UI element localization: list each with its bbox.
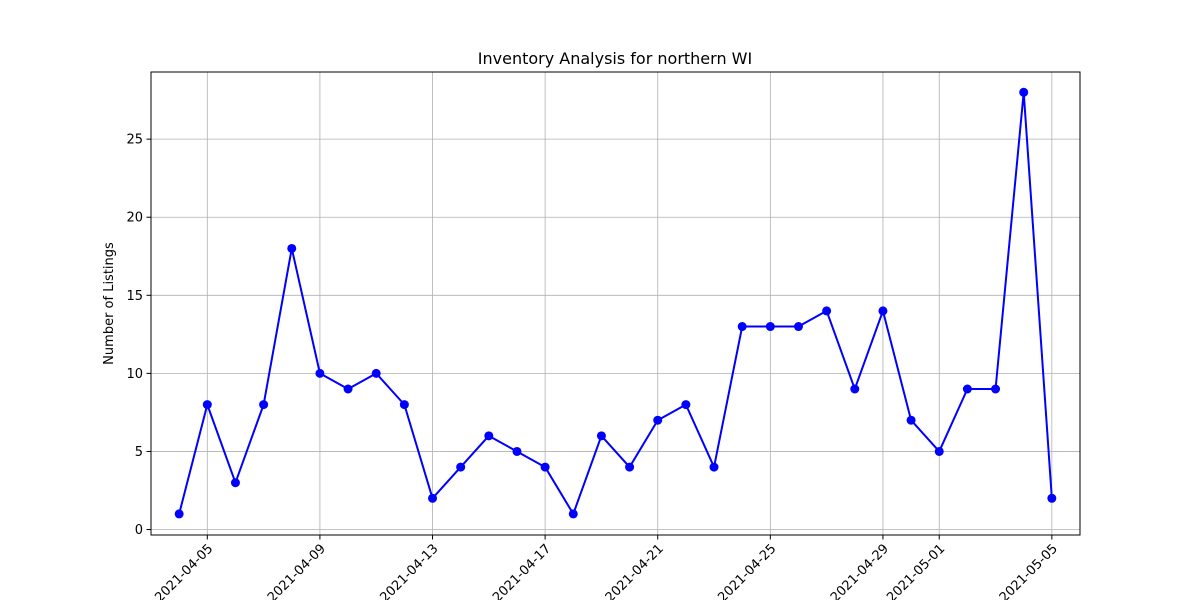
data-point (230, 478, 240, 488)
data-point (709, 462, 719, 472)
axes-layer: 0 5 10 15 20 25 2021-04-05 2021-04-09 2021-04-13… (126, 71, 1081, 600)
x-tick-label: 2021-04-09 (265, 541, 329, 600)
plot-frame (150, 71, 1081, 536)
data-point (793, 322, 803, 332)
data-point (596, 431, 606, 441)
grid-layer (151, 72, 1080, 535)
data-point (878, 306, 888, 316)
data-point (428, 493, 438, 503)
series-line (178, 91, 1053, 515)
data-point (653, 415, 663, 425)
chart-title: Inventory Analysis for northern WI (478, 49, 752, 68)
x-tick-label: 2021-04-29 (828, 541, 892, 600)
x-tick-label: 2021-05-01 (884, 541, 948, 600)
data-point (1019, 87, 1029, 97)
y-tick-label: 15 (126, 289, 143, 304)
x-tick-label: 2021-04-25 (715, 541, 779, 600)
y-tick-label: 25 (126, 133, 143, 148)
data-point (737, 322, 747, 332)
y-tick-label: 5 (135, 445, 143, 460)
data-point (512, 446, 522, 456)
series-layer (174, 87, 1057, 519)
y-tick-label: 10 (126, 367, 143, 382)
data-point (174, 509, 184, 519)
x-tick-label: 2021-04-17 (490, 541, 554, 600)
data-point (202, 400, 212, 410)
data-point (991, 384, 1001, 394)
x-tick-label: 2021-04-13 (378, 541, 442, 600)
data-point (399, 400, 409, 410)
data-point (287, 243, 297, 253)
y-tick-label: 0 (135, 523, 143, 538)
x-tick-label: 2021-05-05 (997, 541, 1061, 600)
y-tick-label: 20 (126, 211, 143, 226)
data-point (962, 384, 972, 394)
data-point (484, 431, 494, 441)
data-point (343, 384, 353, 394)
data-point (906, 415, 916, 425)
data-point (822, 306, 832, 316)
data-point (850, 384, 860, 394)
data-point (765, 322, 775, 332)
data-point (568, 509, 578, 519)
x-tick-label: 2021-04-21 (603, 541, 667, 600)
x-tick-label: 2021-04-05 (152, 541, 216, 600)
data-point (1047, 493, 1057, 503)
data-point (934, 446, 944, 456)
data-point (456, 462, 466, 472)
data-point (681, 400, 691, 410)
data-point (540, 462, 550, 472)
y-axis-label: Number of Listings (102, 242, 117, 365)
data-point (259, 400, 269, 410)
data-point (625, 462, 635, 472)
data-point (315, 368, 325, 378)
data-point (371, 368, 381, 378)
